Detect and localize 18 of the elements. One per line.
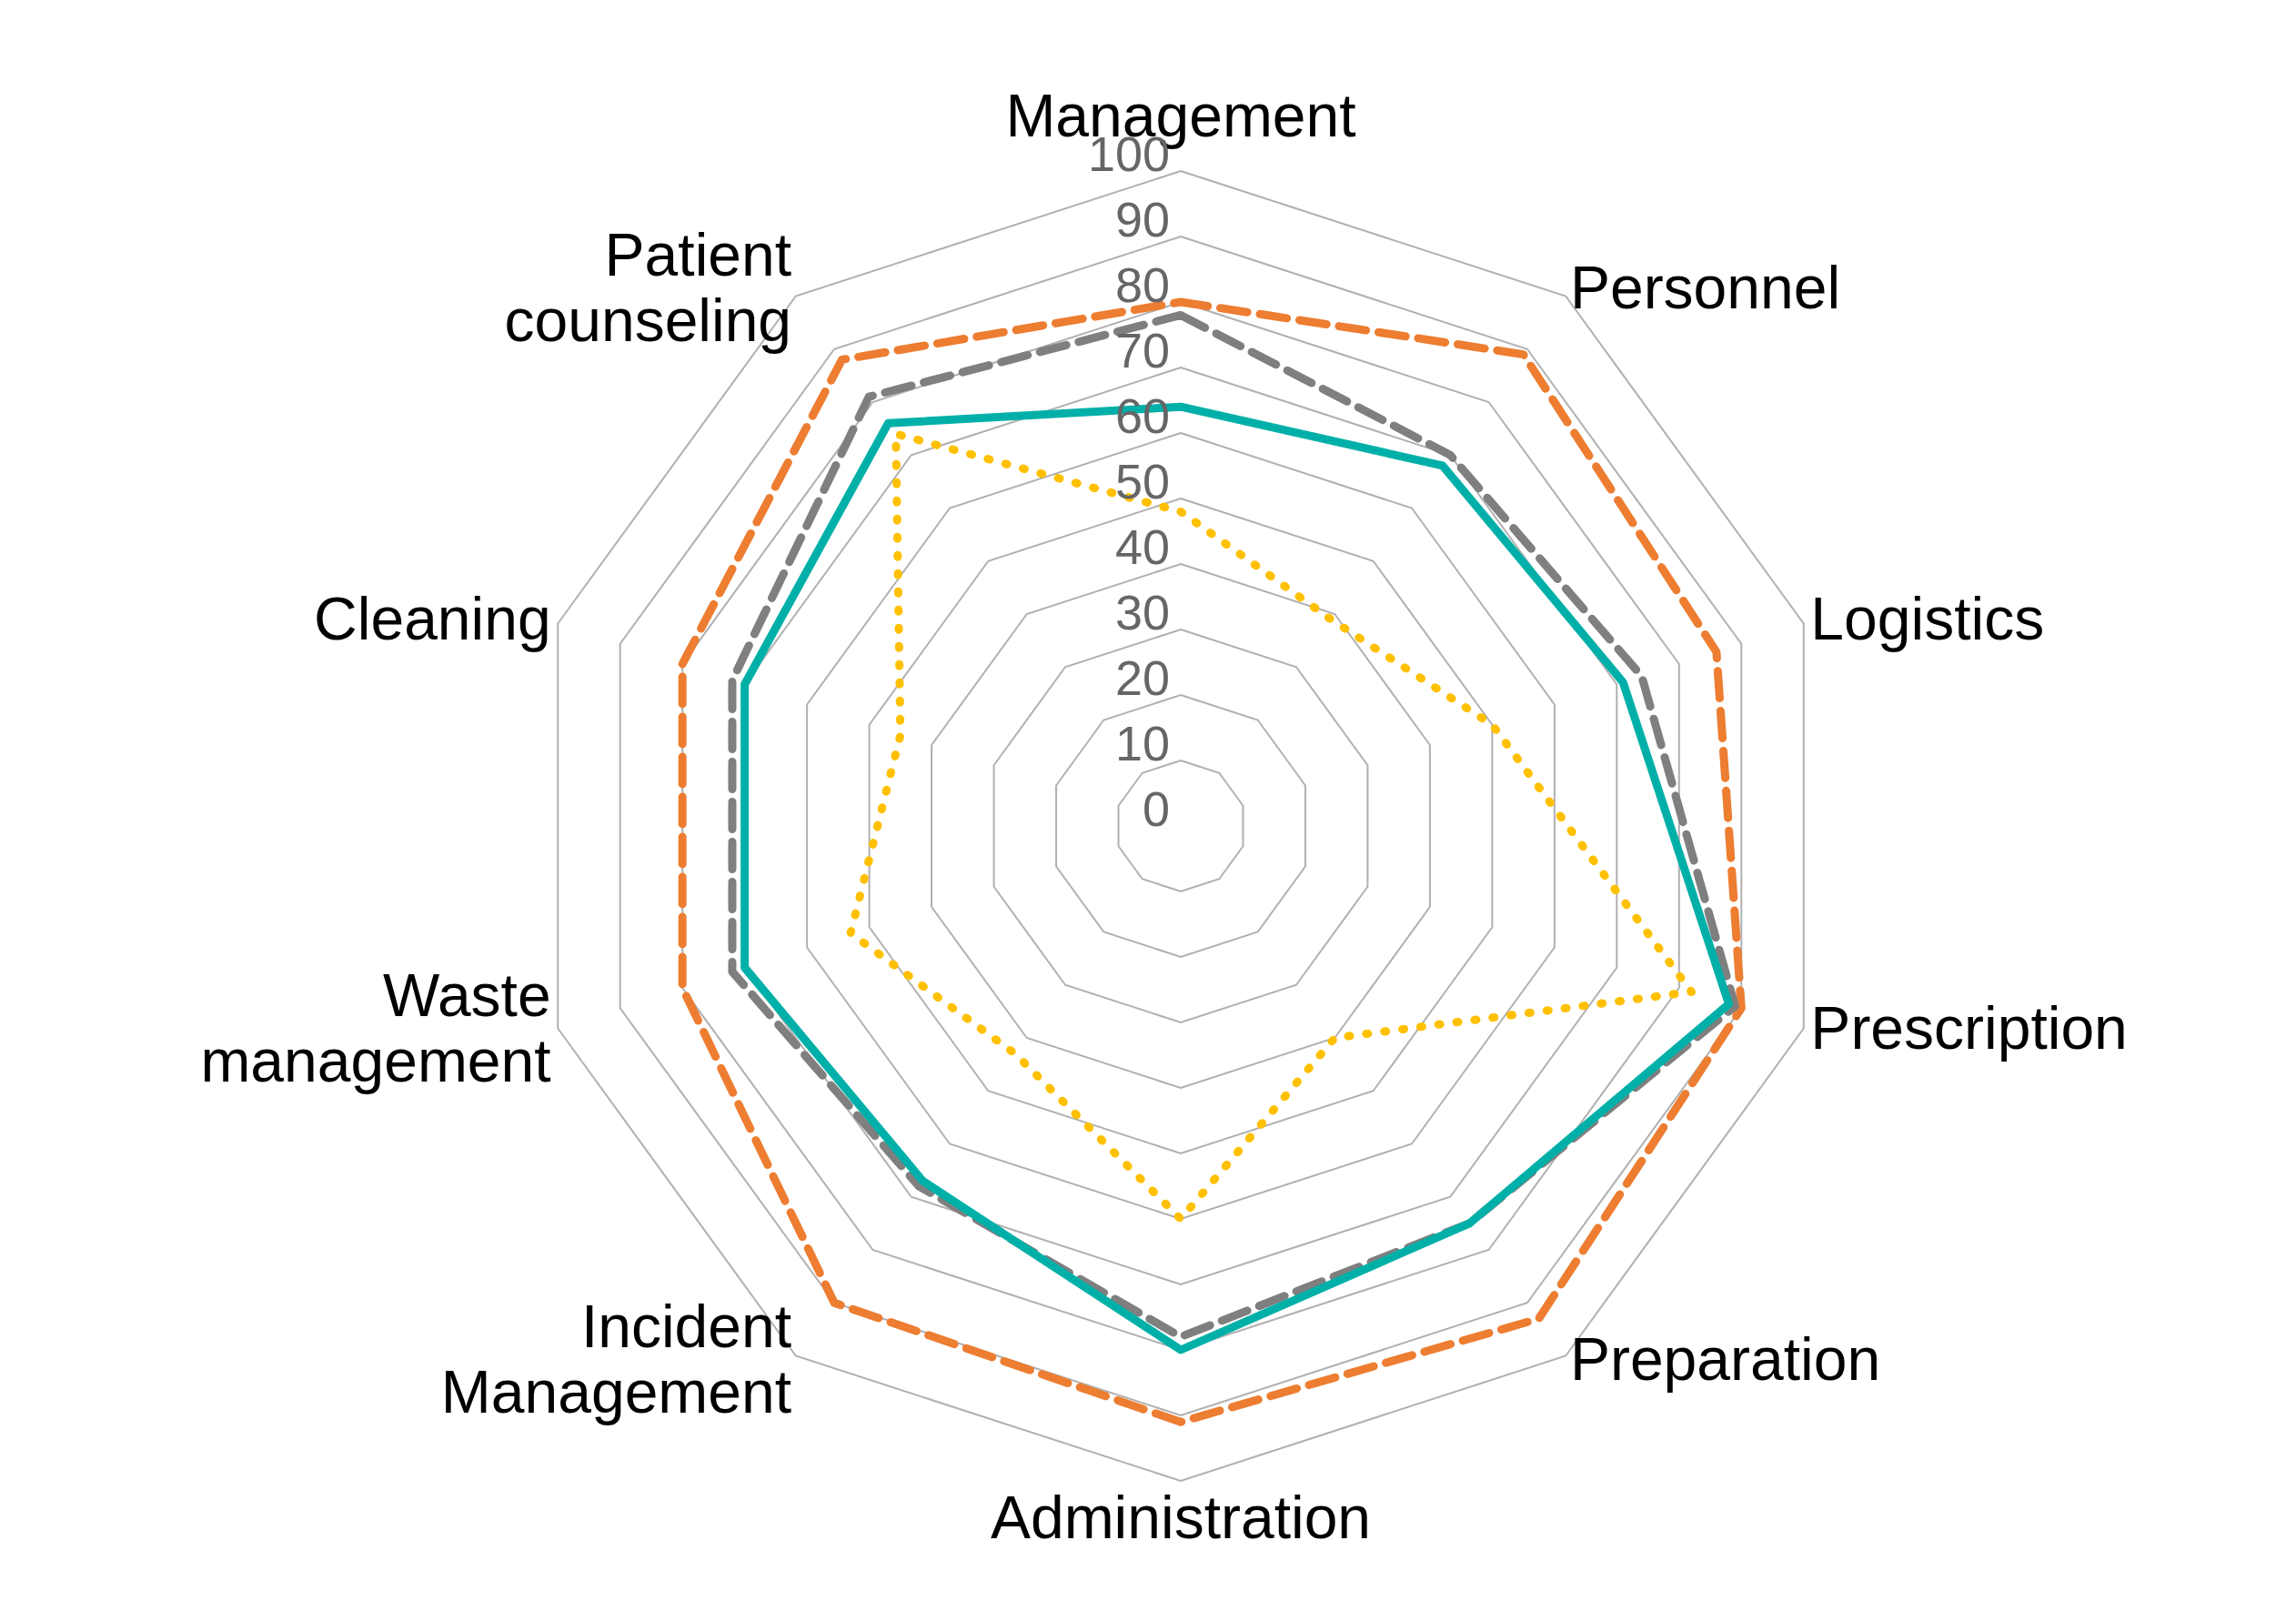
spoke-label: Prescription — [1810, 993, 2128, 1062]
y-tick-label: 40 — [1114, 519, 1170, 574]
spoke-label: Administration — [990, 1484, 1372, 1551]
spoke-label: Waste management — [200, 961, 551, 1094]
spoke-label: Patient counseling — [504, 221, 792, 355]
y-tick-label: 50 — [1114, 454, 1170, 508]
spoke-label: Personnel — [1569, 254, 1841, 322]
y-tick-label: 90 — [1114, 192, 1170, 247]
y-tick-label: 10 — [1114, 716, 1170, 770]
spoke-label: Preparation — [1569, 1324, 1881, 1393]
spoke-label: Logistics — [1810, 585, 2045, 653]
y-tick-label: 20 — [1114, 650, 1170, 705]
y-tick-label: 30 — [1114, 585, 1170, 639]
y-tick-label: 0 — [1142, 781, 1170, 836]
spoke-label: Incident Management — [440, 1292, 792, 1425]
y-tick-label: 80 — [1114, 257, 1170, 312]
y-tick-label: 70 — [1114, 323, 1170, 378]
spoke-label: Cleaning — [314, 585, 551, 653]
